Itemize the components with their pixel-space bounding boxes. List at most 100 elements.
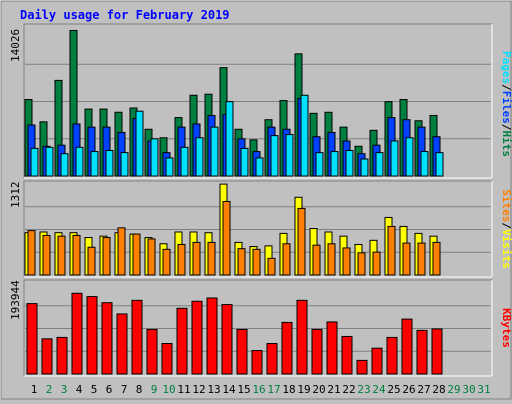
- legend-kbytes: KBytes: [500, 308, 512, 348]
- bar-pages-day-19: [300, 94, 309, 177]
- x-day-label: 28: [432, 383, 445, 396]
- x-day-label: 19: [297, 383, 310, 396]
- bar-pages-day-25: [390, 140, 399, 177]
- bar-sites-day-16: [252, 248, 261, 276]
- bar-sites-day-4: [72, 234, 81, 276]
- x-day-label: 21: [327, 383, 340, 396]
- bar-pages-day-21: [330, 151, 339, 177]
- svg-text:Sites/Visits: Sites/Visits: [500, 189, 512, 269]
- middle-panel-bars: [24, 183, 441, 276]
- middle-panel-max-label: 1312: [9, 182, 22, 209]
- legend-separator: /: [500, 124, 512, 131]
- bar-pages-day-3: [60, 153, 69, 177]
- top-panel-legend: Pages/Files/Hits: [500, 51, 512, 157]
- x-day-label: 22: [342, 383, 355, 396]
- bar-kbytes-day-8: [131, 299, 143, 375]
- bar-kbytes-day-23: [356, 359, 368, 375]
- bar-pages-day-15: [240, 147, 249, 177]
- legend-pages: Pages: [500, 51, 512, 84]
- bar-kbytes-day-27: [416, 329, 428, 375]
- bar-pages-day-12: [195, 137, 204, 177]
- bar-pages-day-22: [345, 150, 354, 177]
- bar-kbytes-day-25: [386, 336, 398, 375]
- bar-kbytes-day-13: [206, 297, 218, 375]
- bar-kbytes-day-19: [296, 299, 308, 375]
- bar-sites-day-9: [147, 238, 156, 276]
- x-day-label: 15: [237, 383, 250, 396]
- x-day-label: 26: [402, 383, 415, 396]
- x-day-label: 13: [207, 383, 220, 396]
- bar-kbytes-day-11: [176, 307, 188, 375]
- bar-pages-day-18: [285, 134, 294, 177]
- bar-sites-day-12: [192, 241, 201, 276]
- bar-sites-day-23: [357, 252, 366, 276]
- bar-kbytes-day-18: [281, 321, 293, 375]
- bar-pages-day-9: [150, 138, 159, 177]
- x-axis-day-labels: 1 2 3 4 5 6 7 8 9 10 11 12 13 14 15 16 17 18 19 20 21 22 23 24 2…: [31, 383, 491, 396]
- bar-sites-day-21: [327, 243, 336, 276]
- bar-kbytes-day-4: [71, 292, 83, 375]
- bar-pages-day-7: [120, 152, 129, 177]
- bar-kbytes-day-16: [251, 350, 263, 375]
- bar-kbytes-day-17: [266, 343, 278, 375]
- bar-pages-day-17: [270, 135, 279, 177]
- x-day-label: 5: [91, 383, 98, 396]
- bar-sites-day-25: [387, 225, 396, 276]
- bar-kbytes-day-1: [26, 303, 38, 375]
- bar-sites-day-11: [177, 243, 186, 276]
- bar-sites-day-18: [282, 243, 291, 276]
- bar-sites-day-24: [372, 251, 381, 276]
- x-day-label: 11: [177, 383, 190, 396]
- chart-title: Daily usage for February 2019: [20, 8, 230, 22]
- bar-kbytes-day-9: [146, 328, 158, 375]
- x-day-label: 6: [106, 383, 113, 396]
- bar-sites-day-10: [162, 248, 171, 276]
- svg-text:KBytes: KBytes: [500, 308, 512, 348]
- bar-pages-day-16: [255, 157, 264, 177]
- bar-pages-day-13: [210, 126, 219, 177]
- middle-panel-legend: Sites/Visits: [500, 189, 512, 269]
- legend-hits: Hits: [500, 131, 512, 158]
- x-day-label: 25: [387, 383, 400, 396]
- bar-sites-day-15: [237, 248, 246, 276]
- bar-kbytes-day-7: [116, 313, 128, 375]
- bar-pages-day-6: [105, 150, 114, 177]
- x-day-label: 27: [417, 383, 430, 396]
- x-day-label: 4: [76, 383, 83, 396]
- bar-pages-day-11: [180, 146, 189, 177]
- x-day-label: 12: [192, 383, 205, 396]
- bar-kbytes-day-2: [41, 338, 53, 375]
- bar-sites-day-3: [57, 235, 66, 276]
- bar-sites-day-27: [417, 242, 426, 276]
- bar-sites-day-2: [42, 234, 51, 276]
- bar-sites-day-20: [312, 244, 321, 276]
- bar-sites-day-8: [132, 233, 141, 276]
- bar-kbytes-day-21: [326, 321, 338, 375]
- bar-sites-day-19: [297, 207, 306, 276]
- legend-separator: /: [500, 84, 512, 91]
- legend-files: Files: [500, 91, 512, 124]
- bar-pages-day-5: [90, 151, 99, 177]
- bar-pages-day-23: [360, 158, 369, 177]
- x-day-label: 7: [121, 383, 128, 396]
- bar-sites-day-22: [342, 247, 351, 276]
- x-day-label: 14: [222, 383, 236, 396]
- bar-kbytes-day-5: [86, 296, 98, 375]
- svg-text:Pages/Files/Hits: Pages/Files/Hits: [500, 51, 512, 157]
- bar-kbytes-day-12: [191, 300, 203, 375]
- bar-kbytes-day-15: [236, 328, 248, 375]
- bar-pages-day-2: [45, 146, 54, 177]
- bar-pages-day-24: [375, 152, 384, 177]
- bar-pages-day-27: [420, 151, 429, 177]
- bar-sites-day-17: [267, 257, 276, 276]
- bar-sites-day-5: [87, 246, 96, 276]
- bar-pages-day-10: [165, 157, 174, 177]
- bar-sites-day-13: [207, 241, 216, 276]
- bar-sites-day-7: [117, 227, 126, 276]
- x-day-label: 23: [357, 383, 370, 396]
- x-day-label: 30: [462, 383, 475, 396]
- x-day-label: 2: [46, 383, 53, 396]
